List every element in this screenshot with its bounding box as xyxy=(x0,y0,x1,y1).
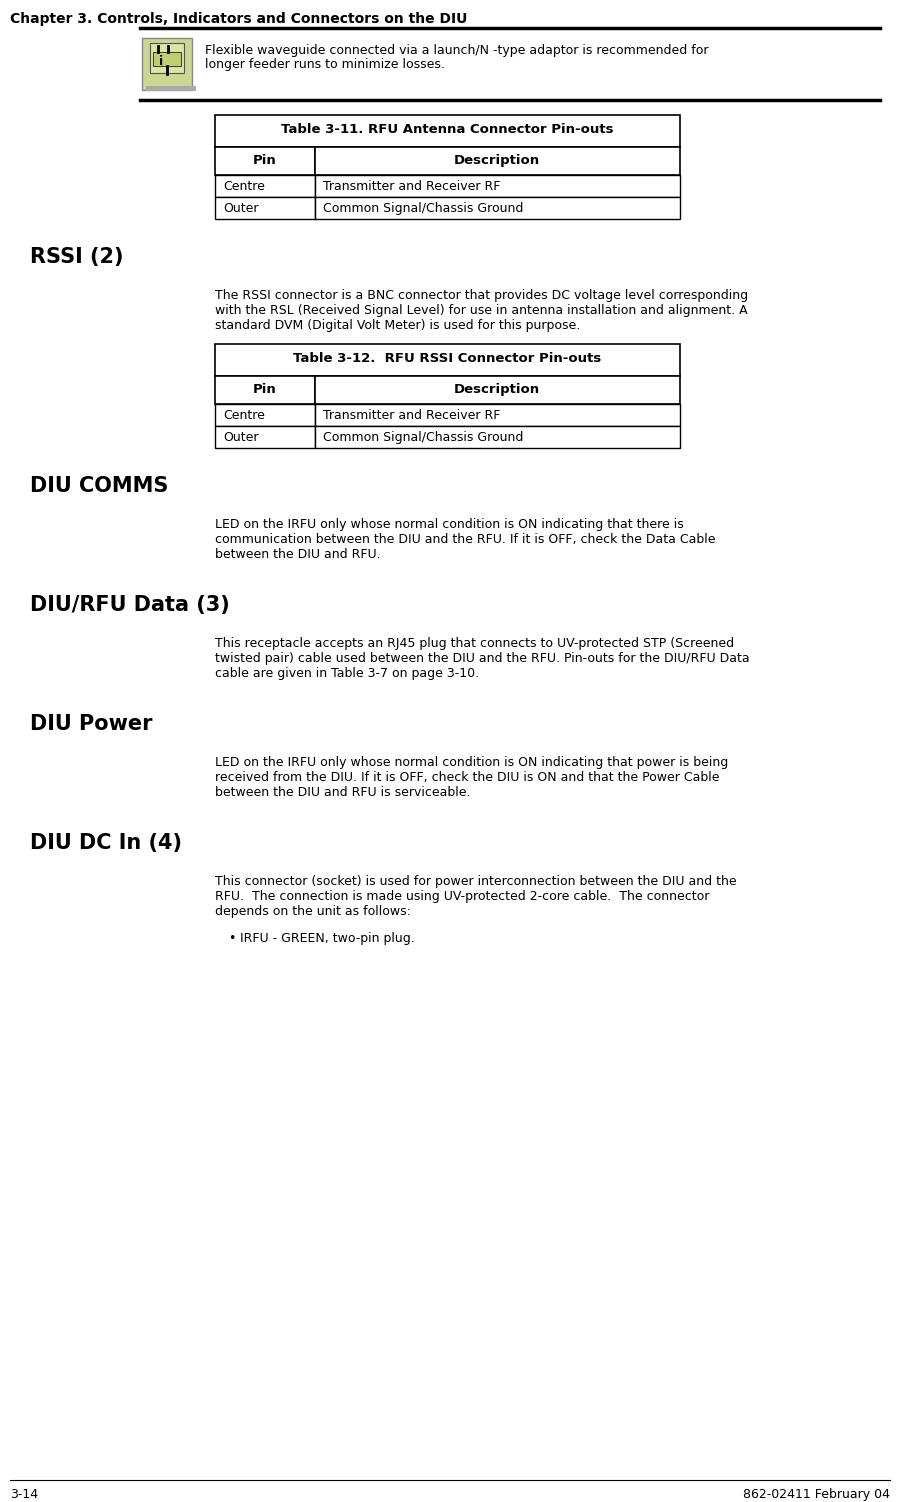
Bar xyxy=(315,404,680,427)
Text: DIU Power: DIU Power xyxy=(30,713,152,734)
Text: cable are given in Table 3-7 on page 3-10.: cable are given in Table 3-7 on page 3-1… xyxy=(215,667,479,680)
Text: Description: Description xyxy=(454,155,540,167)
Bar xyxy=(153,53,181,66)
Text: RSSI (2): RSSI (2) xyxy=(30,246,123,267)
Text: Centre: Centre xyxy=(223,180,265,192)
Bar xyxy=(315,176,680,197)
Text: Chapter 3. Controls, Indicators and Connectors on the DIU: Chapter 3. Controls, Indicators and Conn… xyxy=(10,12,468,26)
Text: received from the DIU. If it is OFF, check the DIU is ON and that the Power Cabl: received from the DIU. If it is OFF, che… xyxy=(215,771,720,784)
Text: DIU COMMS: DIU COMMS xyxy=(30,476,168,496)
Text: Outer: Outer xyxy=(223,201,259,215)
Bar xyxy=(215,427,315,448)
Bar xyxy=(215,116,680,147)
Text: twisted pair) cable used between the DIU and the RFU. Pin-outs for the DIU/RFU D: twisted pair) cable used between the DIU… xyxy=(215,652,750,665)
Text: Outer: Outer xyxy=(223,431,259,445)
Text: This connector (socket) is used for power interconnection between the DIU and th: This connector (socket) is used for powe… xyxy=(215,876,737,888)
Text: Flexible waveguide connected via a launch/N -type adaptor is recommended for: Flexible waveguide connected via a launc… xyxy=(205,44,708,57)
Bar xyxy=(215,344,680,376)
Text: Centre: Centre xyxy=(223,409,265,422)
Text: IRFU - GREEN, two-pin plug.: IRFU - GREEN, two-pin plug. xyxy=(240,933,414,945)
Text: Common Signal/Chassis Ground: Common Signal/Chassis Ground xyxy=(323,431,523,445)
Text: i: i xyxy=(159,56,163,68)
Text: Transmitter and Receiver RF: Transmitter and Receiver RF xyxy=(323,180,500,192)
Text: LED on the IRFU only whose normal condition is ON indicating that there is: LED on the IRFU only whose normal condit… xyxy=(215,518,684,532)
Text: •: • xyxy=(228,933,235,945)
Text: between the DIU and RFU.: between the DIU and RFU. xyxy=(215,548,380,562)
Text: DIU/RFU Data (3): DIU/RFU Data (3) xyxy=(30,595,230,614)
Text: communication between the DIU and the RFU. If it is OFF, check the Data Cable: communication between the DIU and the RF… xyxy=(215,533,715,547)
Text: Pin: Pin xyxy=(253,383,277,397)
Bar xyxy=(315,197,680,219)
Text: between the DIU and RFU is serviceable.: between the DIU and RFU is serviceable. xyxy=(215,786,470,799)
Bar xyxy=(150,44,184,74)
Text: depends on the unit as follows:: depends on the unit as follows: xyxy=(215,906,411,918)
Text: 3-14: 3-14 xyxy=(10,1488,38,1500)
Text: standard DVM (Digital Volt Meter) is used for this purpose.: standard DVM (Digital Volt Meter) is use… xyxy=(215,318,580,332)
Text: 862-02411 February 04: 862-02411 February 04 xyxy=(743,1488,890,1500)
Text: Table 3-12.  RFU RSSI Connector Pin-outs: Table 3-12. RFU RSSI Connector Pin-outs xyxy=(293,351,601,365)
Bar xyxy=(315,376,680,404)
Text: This receptacle accepts an RJ45 plug that connects to UV-protected STP (Screened: This receptacle accepts an RJ45 plug tha… xyxy=(215,637,734,650)
Text: LED on the IRFU only whose normal condition is ON indicating that power is being: LED on the IRFU only whose normal condit… xyxy=(215,756,728,769)
Text: with the RSL (Received Signal Level) for use in antenna installation and alignme: with the RSL (Received Signal Level) for… xyxy=(215,303,748,317)
Bar xyxy=(215,376,315,404)
Text: Pin: Pin xyxy=(253,155,277,167)
Text: The RSSI connector is a BNC connector that provides DC voltage level correspondi: The RSSI connector is a BNC connector th… xyxy=(215,288,748,302)
Bar xyxy=(146,86,196,92)
Text: Table 3-11. RFU Antenna Connector Pin-outs: Table 3-11. RFU Antenna Connector Pin-ou… xyxy=(281,123,614,137)
Text: longer feeder runs to minimize losses.: longer feeder runs to minimize losses. xyxy=(205,59,445,71)
Text: Transmitter and Receiver RF: Transmitter and Receiver RF xyxy=(323,409,500,422)
Bar xyxy=(215,404,315,427)
Bar xyxy=(315,427,680,448)
Text: Description: Description xyxy=(454,383,540,397)
Bar xyxy=(215,176,315,197)
Bar xyxy=(215,147,315,176)
Text: RFU.  The connection is made using UV-protected 2-core cable.  The connector: RFU. The connection is made using UV-pro… xyxy=(215,891,709,903)
Text: DIU DC In (4): DIU DC In (4) xyxy=(30,834,182,853)
Bar xyxy=(215,197,315,219)
Bar xyxy=(142,38,192,90)
Bar xyxy=(315,147,680,176)
Text: Common Signal/Chassis Ground: Common Signal/Chassis Ground xyxy=(323,201,523,215)
